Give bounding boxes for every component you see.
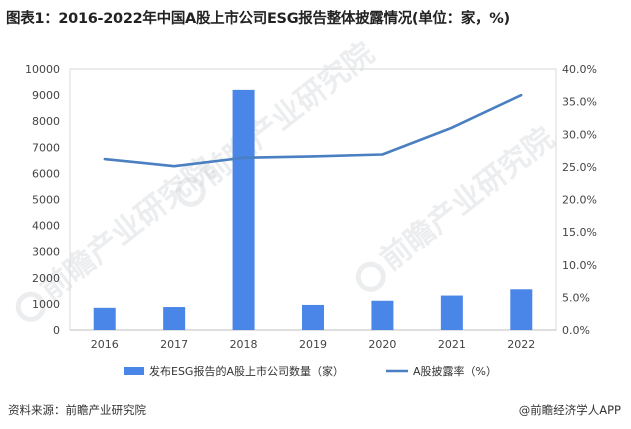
left-tick-label: 3000 [32,246,60,259]
line-point [103,157,106,161]
bar [302,304,324,330]
line-point [381,153,384,156]
left-tick-label: 5000 [32,194,60,207]
right-tick-label: 30.0% [562,128,597,141]
plot-border [69,68,557,331]
bar [440,295,463,330]
chart-title: 图表1：2016-2022年中国A股上市公司ESG报告整体披露情况(单位：家，%… [6,11,510,27]
left-axis: 0 1000 2000 3000 4000 5000 6000 7000 8000 9000 100… [25,63,60,337]
x-tick-label: 2018 [230,338,258,351]
right-tick-label: 40.0% [562,63,597,76]
right-tick-label: 0.0% [562,324,590,337]
x-axis: 2016 2017 2018 2019 2020 2021 2022 [91,338,536,351]
x-tick-label: 2020 [368,338,396,351]
bar [510,289,533,330]
left-tick-label: 2000 [32,272,60,285]
right-axis: 0.0% 5.0% 10.0% 15.0% 20.0% 25.0% 30.0% 35.0% 40… [562,63,597,337]
bar [93,307,116,330]
bar [163,307,186,330]
left-tick-label: 1000 [32,298,60,311]
line-point [450,126,454,129]
right-tick-label: 15.0% [562,226,597,239]
left-tick-label: 9000 [32,89,60,102]
legend-line-label: A股披露率（%） [413,364,497,378]
line-point [242,156,245,159]
bar [371,300,394,330]
x-tick-label: 2022 [507,338,535,351]
left-tick-label: 7000 [32,141,60,154]
line-point [311,155,315,158]
line-point [520,93,523,97]
x-tick-label: 2017 [160,338,188,351]
left-tick-label: 4000 [32,220,60,233]
brand-credit: @前瞻经济学人APP [518,403,621,417]
source-note: 资料来源：前瞻产业研究院 [8,403,146,417]
left-tick-label: 0 [53,324,60,337]
legend-bar-label: 发布ESG报告的A股上市公司数量（家） [149,364,344,378]
x-tick-label: 2021 [438,338,466,351]
bar-series [93,89,533,330]
x-tick-label: 2019 [299,338,327,351]
left-tick-label: 6000 [32,167,60,180]
plot-frame [69,68,557,331]
x-tick-label: 2016 [91,338,119,351]
line-point [172,165,176,168]
right-tick-label: 5.0% [562,291,590,304]
legend: 发布ESG报告的A股上市公司数量（家） A股披露率（%） [124,364,497,378]
right-tick-label: 10.0% [562,259,597,272]
right-tick-label: 35.0% [562,96,597,109]
line-series [103,93,523,168]
right-tick-label: 20.0% [562,194,597,207]
bar [232,89,255,330]
legend-bar-swatch [124,367,144,375]
left-tick-label: 10000 [25,63,60,76]
left-tick-label: 8000 [32,115,60,128]
right-tick-label: 25.0% [562,161,597,174]
